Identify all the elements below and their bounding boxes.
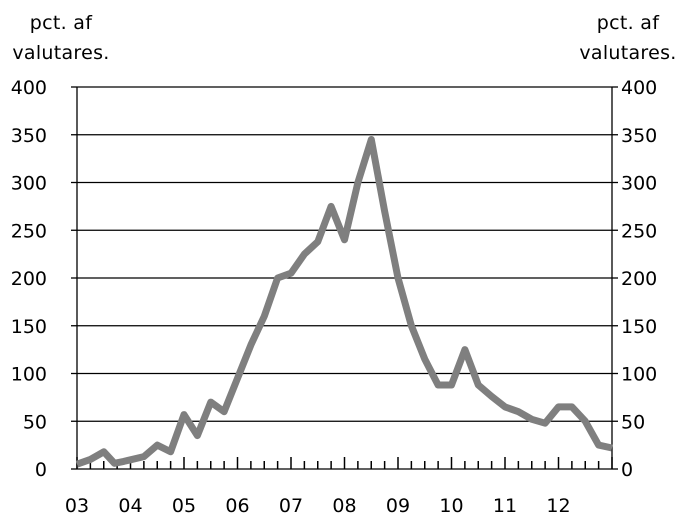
left-tick-label-300: 300 [11, 173, 47, 195]
x-tick-label-04: 04 [118, 495, 142, 516]
right-axis-unit-label: pct. af valutares. [573, 8, 683, 68]
x-tick-label-09: 09 [386, 495, 410, 516]
x-tick-label-11: 11 [493, 495, 517, 516]
right-y-axis: 0 50 100 150 200 250 300 350 400 [612, 77, 657, 481]
series-layer [75, 136, 613, 468]
right-tick-label-100: 100 [621, 364, 657, 386]
right-tick-label-350: 350 [621, 125, 657, 147]
x-tick-label-07: 07 [279, 495, 303, 516]
left-tick-label-50: 50 [23, 411, 47, 433]
left-tick-label-200: 200 [11, 268, 47, 290]
right-tick-label-250: 250 [621, 220, 657, 242]
right-tick-label-150: 150 [621, 316, 657, 338]
x-tick-label-12: 12 [546, 495, 570, 516]
x-tick-label-06: 06 [225, 495, 249, 516]
left-tick-label-100: 100 [11, 364, 47, 386]
x-tick-label-10: 10 [439, 495, 463, 516]
left-axis-unit-line-2: valutares. [12, 42, 110, 64]
left-tick-label-400: 400 [11, 77, 47, 99]
x-tick-label-05: 05 [172, 495, 196, 516]
right-axis-unit-line-2: valutares. [579, 42, 677, 64]
x-tick-label-03: 03 [65, 495, 89, 516]
right-axis-unit-line-1: pct. af [596, 12, 660, 34]
right-tick-label-50: 50 [621, 411, 645, 433]
left-tick-label-250: 250 [11, 220, 47, 242]
right-tick-label-200: 200 [621, 268, 657, 290]
gridlines [77, 134, 612, 422]
left-y-axis: 0 50 100 150 200 250 300 350 400 [11, 77, 77, 481]
right-tick-label-300: 300 [621, 173, 657, 195]
left-tick-label-350: 350 [11, 125, 47, 147]
right-tick-label-400: 400 [621, 77, 657, 99]
left-tick-label-0: 0 [35, 459, 47, 481]
left-axis-unit-line-1: pct. af [29, 12, 93, 34]
x-tick-label-08: 08 [332, 495, 356, 516]
left-axis-unit-label: pct. af valutares. [6, 8, 116, 68]
right-tick-label-0: 0 [621, 459, 633, 481]
x-axis: 03 04 05 06 07 08 09 10 11 12 [65, 457, 613, 516]
left-tick-label-150: 150 [11, 316, 47, 338]
series-line-0 [75, 136, 613, 468]
